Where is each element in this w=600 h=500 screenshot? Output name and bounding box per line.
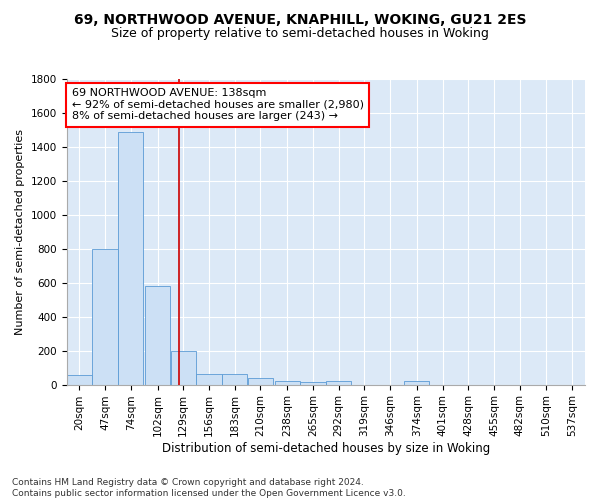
Bar [326, 381, 351, 384]
X-axis label: Distribution of semi-detached houses by size in Woking: Distribution of semi-detached houses by … [161, 442, 490, 455]
Text: 69 NORTHWOOD AVENUE: 138sqm
← 92% of semi-detached houses are smaller (2,980)
8%: 69 NORTHWOOD AVENUE: 138sqm ← 92% of sem… [72, 88, 364, 122]
Text: Contains HM Land Registry data © Crown copyright and database right 2024.
Contai: Contains HM Land Registry data © Crown c… [12, 478, 406, 498]
Text: 69, NORTHWOOD AVENUE, KNAPHILL, WOKING, GU21 2ES: 69, NORTHWOOD AVENUE, KNAPHILL, WOKING, … [74, 12, 526, 26]
Text: Size of property relative to semi-detached houses in Woking: Size of property relative to semi-detach… [111, 28, 489, 40]
Bar [118, 132, 143, 384]
Bar [145, 286, 170, 384]
Bar [92, 249, 118, 384]
Y-axis label: Number of semi-detached properties: Number of semi-detached properties [15, 129, 25, 335]
Bar [67, 376, 92, 384]
Bar [275, 381, 300, 384]
Bar [248, 378, 273, 384]
Bar [196, 374, 221, 384]
Bar [222, 374, 247, 384]
Bar [170, 352, 196, 384]
Bar [300, 382, 326, 384]
Bar [404, 381, 430, 384]
